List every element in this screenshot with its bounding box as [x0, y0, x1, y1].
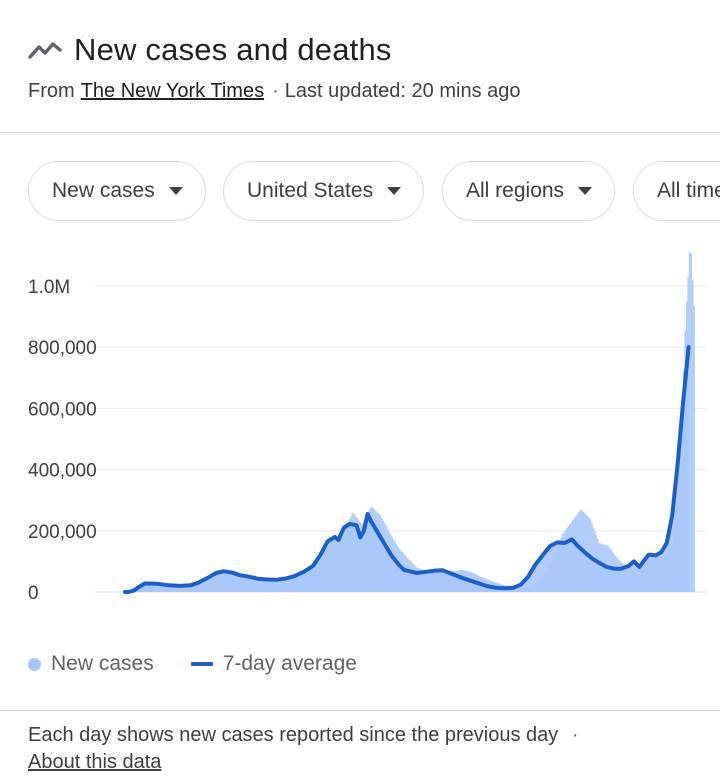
caret-down-icon [168, 187, 183, 195]
location-filter-chip[interactable]: United States [223, 161, 425, 221]
new-cases-bar [688, 252, 691, 593]
chip-label: New cases [52, 179, 155, 202]
y-tick-label: 800,000 [28, 338, 97, 359]
chip-label: All regions [466, 179, 565, 202]
trending-line-icon [28, 42, 62, 59]
card-header: New cases and deaths From The New York T… [28, 28, 720, 103]
title-row: New cases and deaths [28, 28, 720, 72]
filter-chip-row: New cases United States All regions All … [28, 161, 720, 225]
new-cases-bar [690, 253, 693, 592]
caret-down-icon [387, 187, 402, 195]
footnote-separator: · [571, 724, 579, 746]
chart-footnote: Each day shows new cases reported since … [28, 722, 579, 776]
about-data-link[interactable]: About this data [28, 751, 162, 773]
chip-label: All time [657, 179, 720, 202]
new-cases-bar [693, 306, 695, 592]
chart-legend: New cases 7-day average [28, 652, 357, 676]
metric-filter-chip[interactable]: New cases [28, 161, 206, 221]
source-prefix: From [28, 80, 75, 102]
y-tick-label: 400,000 [28, 461, 97, 482]
legend-new-cases-swatch [28, 657, 41, 671]
region-filter-chip[interactable]: All regions [442, 161, 616, 221]
caret-down-icon [578, 187, 593, 195]
time-range-filter-chip[interactable]: All time [633, 161, 720, 221]
seven-day-average-line [123, 345, 691, 594]
y-tick-label: 200,000 [28, 522, 97, 543]
source-line: From The New York Times · Last updated: … [28, 80, 720, 103]
header-divider [0, 132, 720, 133]
legend-new-cases-label: New cases [51, 652, 154, 675]
cases-chart[interactable]: 0 200,000 400,000 600,000 800,000 1.0M [0, 240, 720, 630]
y-tick-label: 0 [28, 583, 39, 604]
chip-label: United States [247, 179, 374, 202]
legend-average-label: 7-day average [222, 652, 357, 675]
footnote-text: Each day shows new cases reported since … [28, 724, 559, 746]
source-separator: · [272, 80, 279, 102]
card-title: New cases and deaths [74, 32, 392, 67]
y-tick-label: 600,000 [28, 399, 97, 420]
source-link[interactable]: The New York Times [80, 80, 265, 102]
new-cases-bar [691, 279, 694, 592]
y-tick-label: 1.0M [28, 277, 70, 298]
footer-divider [0, 710, 720, 711]
last-updated-text: Last updated: 20 mins ago [284, 80, 521, 102]
new-cases-area [125, 347, 689, 592]
legend-average-swatch [190, 662, 213, 666]
